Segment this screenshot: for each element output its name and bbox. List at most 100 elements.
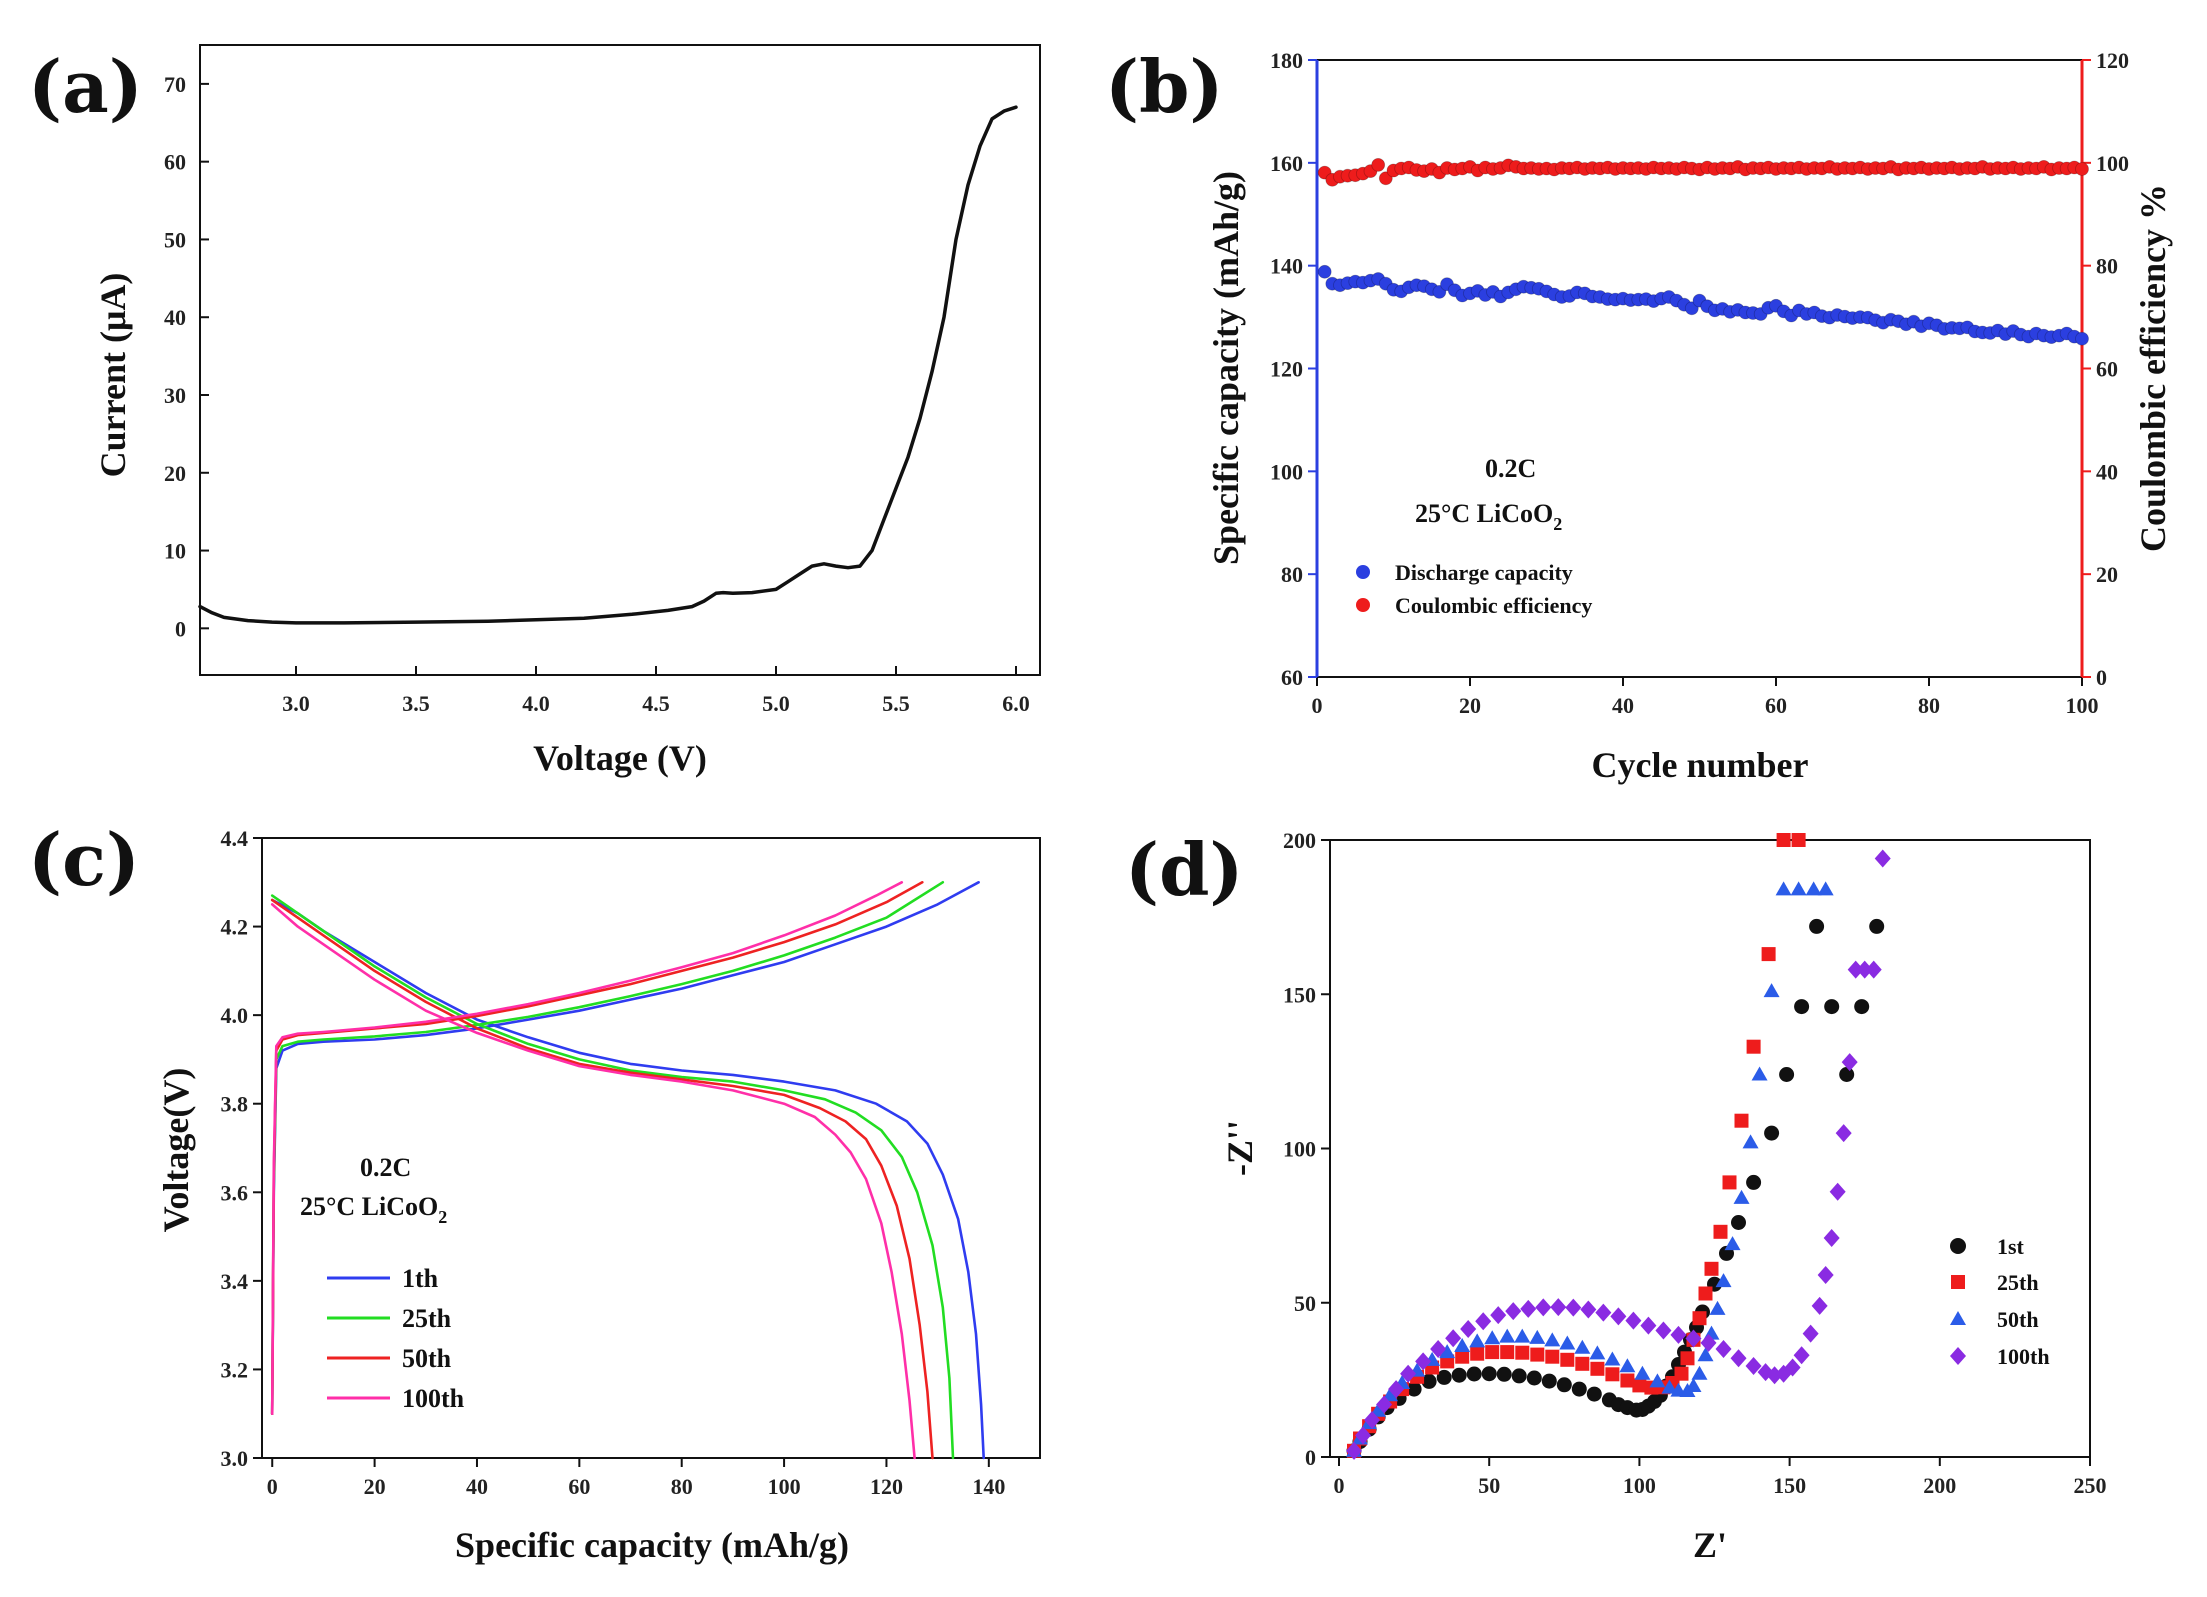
nyquist-point-100th: [1490, 1306, 1507, 1325]
nyquist-point-100th: [1565, 1298, 1582, 1317]
nyquist-point-25th: [1500, 1345, 1515, 1360]
panel-c-x-tick-label: 0: [267, 1474, 278, 1499]
nyquist-point-50th: [1697, 1347, 1714, 1362]
nyquist-point-50th: [1454, 1337, 1471, 1352]
panel-b-y2-tick-label: 80: [2096, 254, 2118, 279]
panel-d-y-axis-label: -Z'': [1220, 1120, 1260, 1176]
nyquist-point-100th: [1715, 1340, 1732, 1359]
nyquist-point-1st: [1481, 1366, 1497, 1382]
nyquist-point-1st: [1496, 1366, 1512, 1382]
panel-b-y2-tick-label: 20: [2096, 562, 2118, 587]
panel-c-legend: 1th 25th 50th 100th: [327, 1264, 465, 1413]
panel-c-y-tick-label: 3.2: [221, 1357, 249, 1382]
capacity-point: [2075, 331, 2089, 346]
panel-b-x-ticks: 0 20 40 60 80 100: [1312, 677, 2099, 718]
nyquist-point-100th: [1745, 1356, 1762, 1375]
panel-a-series-line: [198, 105, 1018, 625]
panel-b-y-tick-label: 100: [1270, 459, 1303, 484]
nyquist-point-100th: [1793, 1346, 1810, 1365]
panel-d-x-tick-label: 250: [2074, 1473, 2107, 1498]
legend-label-discharge-capacity: Discharge capacity: [1395, 560, 1573, 585]
panel-d-y-ticks: 0 50 100 150 200: [1283, 828, 1330, 1470]
panel-d-plot-area: [1346, 833, 1891, 1460]
panel-d-x-tick-label: 200: [1923, 1473, 1956, 1498]
panel-c-x-ticks: 0 20 40 60 80 100 120 140: [267, 1458, 1005, 1499]
panel-c: (c) 0 20 40 60 80 100 120 140 3.0 3.2 3.4 3.6 3.8 4.…: [28, 817, 1041, 1565]
panel-c-x-tick-label: 20: [364, 1474, 386, 1499]
panel-b-y2-tick-label: 100: [2096, 151, 2129, 176]
panel-a-y-tick-label: 70: [164, 72, 186, 97]
nyquist-point-1st: [1451, 1367, 1467, 1383]
nyquist-point-25th: [1485, 1345, 1500, 1360]
nyquist-point-25th: [1590, 1361, 1605, 1376]
nyquist-point-1st: [1854, 999, 1870, 1015]
nyquist-point-25th: [1698, 1286, 1713, 1301]
panel-b-x-tick-label: 20: [1459, 693, 1481, 718]
nyquist-point-25th: [1545, 1349, 1560, 1364]
charge-curve-50th: [270, 880, 924, 1415]
nyquist-point-25th: [1734, 1113, 1749, 1128]
panel-c-x-tick-label: 60: [568, 1474, 590, 1499]
nyquist-point-100th: [1550, 1298, 1567, 1317]
panel-b-annotation-rate: 0.2C: [1485, 454, 1536, 483]
panel-c-label: (c): [28, 817, 140, 902]
nyquist-point-100th: [1823, 1228, 1840, 1247]
nyquist-point-50th: [1529, 1329, 1546, 1344]
nyquist-point-1st: [1869, 918, 1885, 934]
nyquist-point-25th: [1761, 947, 1776, 962]
panel-d-y-tick-label: 50: [1294, 1291, 1316, 1316]
nyquist-point-50th: [1619, 1358, 1636, 1373]
nyquist-point-50th: [1751, 1066, 1768, 1081]
panel-b-plot-area: [1317, 157, 2089, 346]
nyquist-point-1st: [1436, 1369, 1452, 1385]
panel-d-legend: 1st 25th 50th 100th: [1950, 1234, 2050, 1369]
panel-b-y-tick-label: 80: [1281, 562, 1303, 587]
nyquist-point-50th: [1691, 1365, 1708, 1380]
nyquist-point-100th: [1595, 1303, 1612, 1322]
panel-b-y-axis-label: Specific capacity (mAh/g): [1206, 171, 1246, 565]
nyquist-point-50th: [1715, 1273, 1732, 1288]
nyquist-point-100th: [1346, 1441, 1363, 1460]
panel-b-x-tick-label: 80: [1918, 693, 1940, 718]
panel-a-y-tick-label: 30: [164, 383, 186, 408]
nyquist-point-1st: [1731, 1215, 1746, 1230]
nyquist-point-25th: [1560, 1352, 1575, 1367]
panel-c-y-tick-label: 4.0: [221, 1003, 249, 1028]
nyquist-point-100th: [1829, 1182, 1846, 1201]
panel-a-x-tick-label: 4.0: [522, 691, 550, 716]
nyquist-point-50th: [1514, 1328, 1531, 1343]
nyquist-point-1st: [1571, 1381, 1587, 1397]
panel-c-annotation-rate: 0.2C: [360, 1153, 411, 1182]
panel-a-label: (a): [28, 44, 143, 129]
nyquist-point-100th: [1865, 960, 1882, 979]
nyquist-point-1st: [1556, 1377, 1572, 1393]
nyquist-point-100th: [1355, 1426, 1372, 1445]
panel-b-y-tick-label: 60: [1281, 665, 1303, 690]
nyquist-point-25th: [1470, 1346, 1485, 1361]
nyquist-point-1st: [1511, 1368, 1527, 1384]
nyquist-point-25th: [1620, 1373, 1635, 1388]
legend-label-100th: 100th: [1997, 1344, 2050, 1369]
panel-d-y-tick-label: 150: [1283, 982, 1316, 1007]
nyquist-point-50th: [1574, 1339, 1591, 1354]
panel-b-y-tick-label: 120: [1270, 357, 1303, 382]
legend-swatch-discharge-capacity: [1356, 565, 1370, 579]
panel-c-annotation-material: 25°C LiCoO2: [300, 1192, 447, 1227]
panel-d-label: (d): [1125, 827, 1243, 912]
efficiency-point: [2075, 162, 2089, 176]
panel-d: (d) 0 50 100 150 200 250 0 50 100 150 200 1st 25t…: [1125, 827, 2107, 1565]
panel-b-y2-tick-label: 0: [2096, 665, 2107, 690]
nyquist-point-100th: [1817, 1265, 1834, 1284]
nyquist-point-100th: [1535, 1298, 1552, 1317]
nyquist-point-50th: [1469, 1333, 1486, 1348]
nyquist-point-25th: [1680, 1351, 1695, 1366]
panel-d-y-tick-label: 200: [1283, 828, 1316, 853]
nyquist-point-50th: [1733, 1189, 1750, 1204]
nyquist-point-100th: [1856, 960, 1873, 979]
nyquist-point-25th: [1515, 1345, 1530, 1360]
nyquist-point-100th: [1376, 1395, 1393, 1414]
nyquist-point-1st: [1466, 1366, 1482, 1382]
panel-d-x-tick-label: 50: [1478, 1473, 1500, 1498]
